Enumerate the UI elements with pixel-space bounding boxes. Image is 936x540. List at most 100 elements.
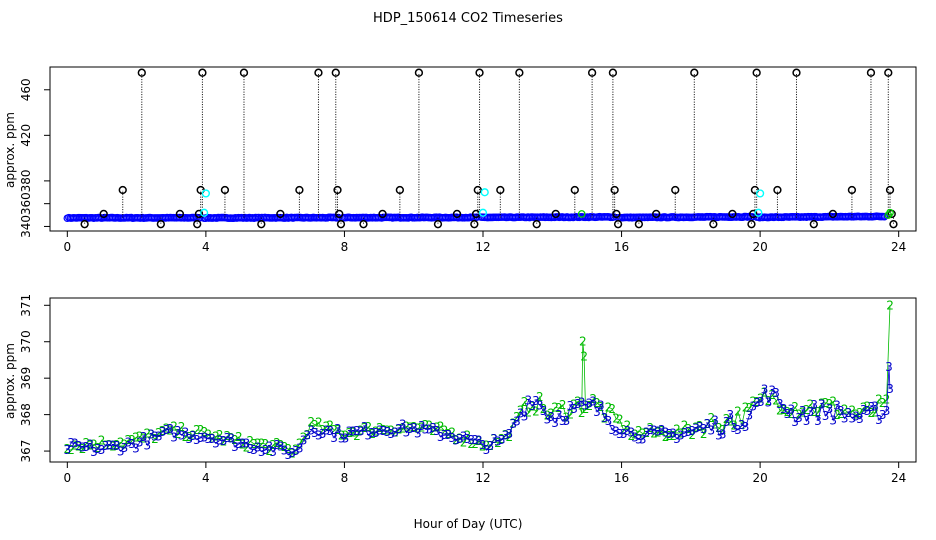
series-2-point: 2 [498, 432, 506, 446]
series-3-point: 3 [791, 415, 799, 429]
bottom-y-tick-label: 371 [19, 294, 33, 317]
top-y-tick-label: 340 [19, 215, 33, 238]
spike-point [257, 220, 266, 229]
series-3-point: 3 [885, 360, 893, 374]
series-3-point: 3 [669, 426, 677, 440]
top-x-tick-label: 0 [63, 240, 71, 254]
series-2-point: 2 [803, 403, 811, 417]
series-3-point: 3 [326, 424, 334, 438]
series-2-point: 2 [117, 435, 125, 449]
series-3-point: 3 [837, 404, 845, 418]
series-2-point: 2 [384, 424, 392, 438]
series-2-point: 2 [258, 436, 266, 450]
spike-point [728, 209, 737, 219]
series-3-point: 3 [292, 444, 300, 458]
series-2-point: 2 [376, 421, 384, 435]
series-2-point: 2 [349, 426, 357, 440]
series-3-point: 3 [506, 427, 514, 441]
series-3-point: 3 [574, 397, 582, 411]
series-2-point: 2 [856, 406, 864, 420]
series-2-point: 2 [860, 401, 868, 415]
series-3-point: 3 [772, 386, 780, 400]
spike-point [809, 220, 818, 229]
series-3-point: 3 [349, 424, 357, 438]
series-2-point: 2 [300, 431, 308, 445]
series-2-point: 2 [437, 420, 445, 434]
spike-point [515, 68, 524, 77]
series-3-point: 3 [471, 433, 479, 447]
spike-point [690, 68, 699, 77]
series-2-point: 2 [307, 415, 315, 429]
spike-point [587, 68, 597, 77]
spike-point [570, 185, 579, 195]
series-2-point: 2 [98, 433, 106, 447]
series-3-point: 3 [185, 432, 193, 446]
series-2-point: 2 [151, 432, 159, 446]
series-2-point: 2 [879, 396, 887, 410]
series-2-point: 2 [666, 429, 674, 443]
series-3-point: 3 [540, 404, 548, 418]
series-3-point: 3 [525, 393, 533, 407]
spike-point [333, 185, 342, 195]
series-3-point: 3 [357, 424, 365, 438]
series-3-point: 3 [738, 418, 746, 432]
series-3-point: 3 [144, 438, 152, 452]
series-2-point: 2 [791, 400, 799, 414]
series-3-point: 3 [464, 432, 472, 446]
series-3-point: 3 [563, 414, 571, 428]
series-3-point: 3 [803, 414, 811, 428]
series-3-point: 3 [513, 415, 521, 429]
series-3-point: 3 [711, 414, 719, 428]
series-3-point: 3 [98, 443, 106, 457]
series-3-point: 3 [254, 440, 262, 454]
series-3-point: 3 [768, 384, 776, 398]
series-3-point: 3 [856, 412, 864, 426]
series-2-point: 2 [178, 420, 186, 434]
spike-point [847, 185, 857, 195]
series-3-point: 3 [582, 399, 590, 413]
series-2-point: 2 [170, 420, 178, 434]
series-2-point: 2 [250, 437, 258, 451]
top-x-tick-label: 4 [202, 240, 210, 254]
series-3-point: 3 [395, 422, 403, 436]
series-2-point: 2 [723, 412, 731, 426]
series-2-point: 2 [677, 426, 685, 440]
series-3-point: 3 [593, 405, 601, 419]
bottom-x-tick-label: 20 [752, 471, 767, 485]
series-3-point: 3 [319, 427, 327, 441]
series-3-point: 3 [246, 442, 254, 456]
series-3-point: 3 [86, 438, 94, 452]
series-3-line [66, 367, 891, 456]
series-3-point: 3 [886, 382, 894, 396]
series-2-point: 2 [277, 438, 285, 452]
series-2-point: 2 [353, 429, 361, 443]
series-3-point: 3 [620, 427, 628, 441]
spike-point [194, 209, 204, 219]
series-3-point: 3 [338, 431, 346, 445]
series-3-point: 3 [639, 432, 647, 446]
spike-point [652, 209, 661, 219]
series-2-point: 2 [79, 442, 87, 456]
series-3-point: 3 [250, 443, 258, 457]
series-2-point: 2 [719, 423, 727, 437]
series-2-point: 2 [83, 436, 91, 450]
spike-point [828, 209, 838, 219]
series-3-point: 3 [136, 435, 144, 449]
series-2-point: 2 [559, 398, 567, 412]
spike-point [395, 185, 405, 195]
spike-point [99, 209, 108, 219]
series-3-point: 3 [551, 416, 559, 430]
series-3-point: 3 [719, 427, 727, 441]
series-2-point: 2 [513, 410, 521, 424]
series-3-point: 3 [456, 432, 464, 446]
spike-point [414, 68, 424, 77]
series-2-point: 2 [243, 441, 251, 455]
series-3-point: 3 [833, 398, 841, 412]
series-2-point: 2 [886, 298, 894, 312]
series-2-point: 2 [692, 421, 700, 435]
series-2-point: 2 [231, 433, 239, 447]
series-3-point: 3 [841, 412, 849, 426]
spike-point [610, 185, 619, 195]
series-3-point: 3 [372, 426, 380, 440]
series-2-point: 2 [608, 402, 616, 416]
